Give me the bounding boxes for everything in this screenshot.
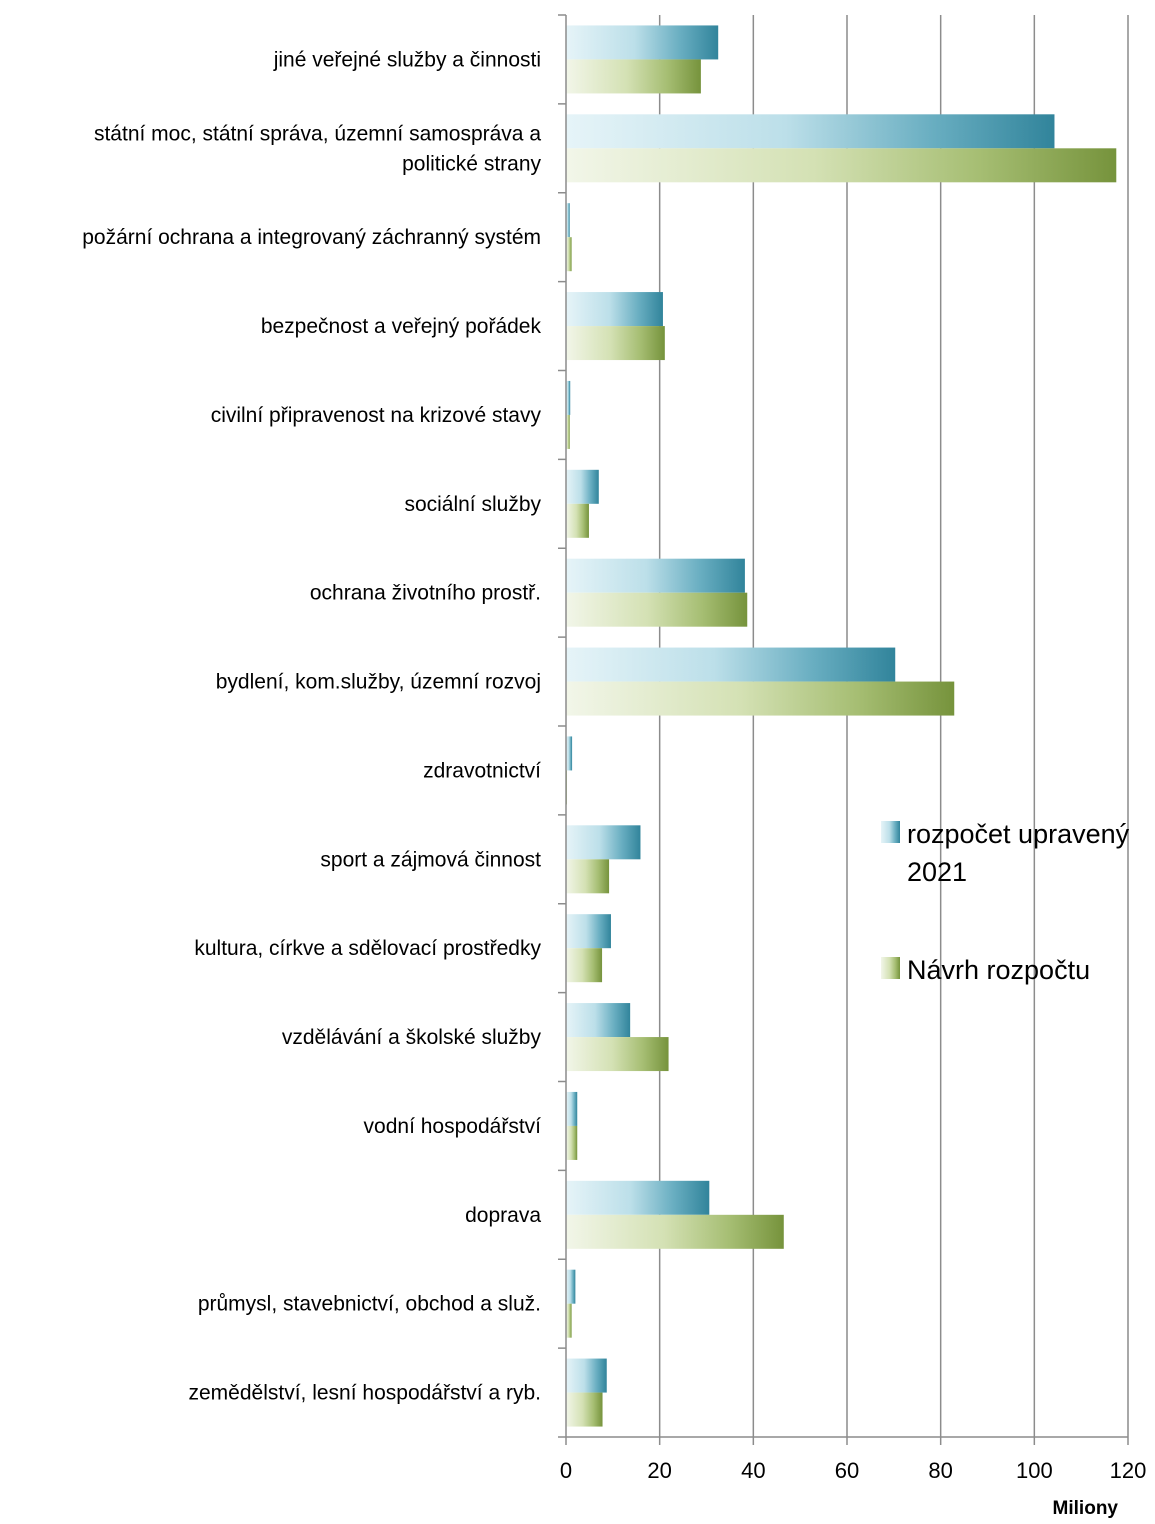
legend: rozpočet upravený 2021 Návrh rozpočtu (881, 819, 1130, 985)
x-tick-label-100: 100 (1016, 1458, 1053, 1483)
bar-series-1-cat-4 (566, 292, 663, 327)
bar-series-2-cat-14 (566, 1214, 784, 1249)
x-tick-label-120: 120 (1110, 1458, 1147, 1483)
bar-series-1-cat-9 (566, 736, 573, 771)
category-label-4: bezpečnost a veřejný pořádek (261, 315, 542, 338)
legend-swatch-2 (881, 957, 900, 979)
legend-label-1: rozpočet upravený 2021 (907, 819, 1130, 887)
bar-series-1-cat-1 (566, 25, 719, 60)
category-label-2: státní moc, státní správa, územní samosp… (94, 122, 542, 175)
category-label-16: zemědělství, lesní hospodářství a ryb. (189, 1382, 542, 1405)
bar-series-2-cat-11 (566, 948, 603, 983)
category-label-5: civilní připravenost na krizové stavy (211, 404, 542, 427)
bar-series-1-cat-11 (566, 914, 611, 949)
bar-series-1-cat-5 (566, 380, 571, 415)
bar-series-2-cat-10 (566, 859, 610, 894)
x-axis-unit-label: Miliony (1053, 1498, 1119, 1519)
x-tick-label-80: 80 (928, 1458, 952, 1483)
bar-series-2-cat-13 (566, 1125, 578, 1160)
bar-series-1-cat-10 (566, 825, 641, 860)
bar-series-1-cat-6 (566, 469, 599, 504)
category-label-3: požární ochrana a integrovaný záchranný … (82, 226, 541, 249)
category-label-1: jiné veřejné služby a činnosti (273, 48, 541, 71)
bar-series-2-cat-12 (566, 1037, 669, 1072)
category-label-7: ochrana životního prostř. (310, 582, 541, 605)
x-tick-label-20: 20 (647, 1458, 671, 1483)
category-labels: jiné veřejné služby a činnosti státní moc… (82, 48, 541, 1404)
x-tick-label-0: 0 (560, 1458, 572, 1483)
x-tick-label-60: 60 (835, 1458, 859, 1483)
legend-swatch-1 (881, 821, 900, 843)
bar-series-1-cat-12 (566, 1003, 631, 1038)
category-label-10: sport a zájmová činnost (320, 848, 541, 871)
bar-series-1-cat-16 (566, 1358, 607, 1393)
bar-series-2-cat-7 (566, 592, 748, 627)
axes (558, 14, 1129, 1445)
legend-label-2: Návrh rozpočtu (907, 955, 1090, 985)
bar-series-1-cat-13 (566, 1091, 578, 1126)
bar-series-2-cat-8 (566, 681, 955, 716)
bar-series-2-cat-1 (566, 59, 701, 94)
bar-series-1-cat-15 (566, 1269, 576, 1304)
bar-series-2-cat-15 (566, 1303, 572, 1338)
bar-series-2-cat-6 (566, 503, 589, 538)
bar-series-1-cat-8 (566, 647, 896, 682)
bar-series-2-cat-3 (566, 237, 572, 272)
bar-series-2-cat-4 (566, 326, 665, 361)
bar-series-1-cat-2 (566, 114, 1055, 149)
bar-series-1-cat-7 (566, 558, 745, 593)
category-label-15: průmysl, stavebnictví, obchod a služ. (198, 1293, 541, 1316)
tick-labels: 0 20 40 60 80 100 120 (560, 1458, 1146, 1483)
category-label-11: kultura, církve a sdělovací prostředky (194, 937, 541, 960)
category-label-6: sociální služby (404, 493, 541, 516)
category-label-12: vzdělávání a školské služby (282, 1026, 542, 1049)
bar-series-1-cat-14 (566, 1180, 710, 1215)
bar-series-1-cat-3 (566, 203, 570, 238)
category-label-13: vodní hospodářství (364, 1115, 542, 1138)
bar-series-2-cat-2 (566, 148, 1117, 183)
x-tick-label-40: 40 (741, 1458, 765, 1483)
bar-series-2-cat-5 (566, 414, 570, 449)
category-label-9: zdravotnictví (423, 759, 541, 782)
category-label-14: doprava (465, 1204, 541, 1227)
category-label-8: bydlení, kom.služby, územní rozvoj (216, 671, 541, 694)
bar-series-2-cat-16 (566, 1392, 603, 1427)
bars (566, 25, 1117, 1427)
